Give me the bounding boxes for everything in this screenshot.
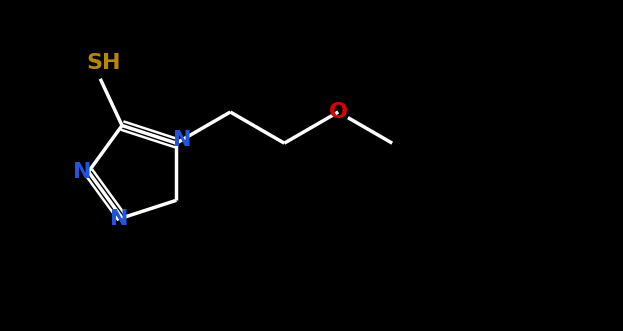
Text: O: O xyxy=(329,102,348,122)
Text: N: N xyxy=(73,162,92,182)
Text: SH: SH xyxy=(86,53,121,73)
Text: N: N xyxy=(173,130,192,150)
Text: N: N xyxy=(110,209,128,229)
